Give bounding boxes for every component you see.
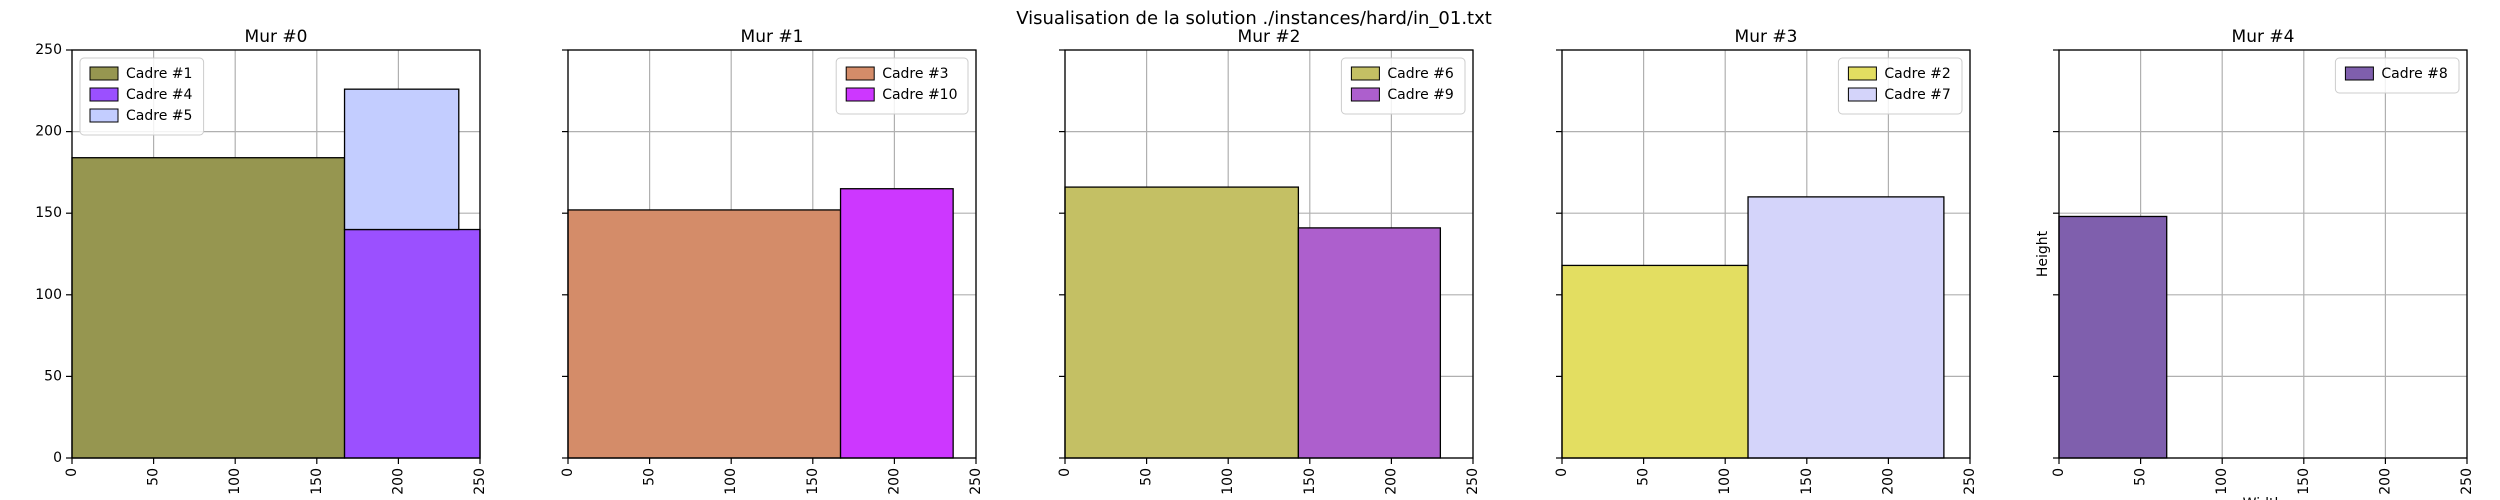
subplot-title: Mur #1 bbox=[741, 27, 804, 47]
legend-label: Cadre #6 bbox=[1387, 66, 1453, 82]
x-tick-label: 100 bbox=[2214, 468, 2230, 495]
subplot-0: Mur #0 0 50 100 150 200 250 0 50 100 150 200 250 Cadr… bbox=[35, 27, 488, 495]
x-tick-label: 250 bbox=[2459, 468, 2475, 495]
figure-title: Visualisation de la solution ./instances… bbox=[1016, 8, 1492, 29]
x-tick-label: 200 bbox=[886, 468, 902, 495]
subplot-2: Mur #2 0 50 100 150 200 250 Cadre #6 Cadre #9 bbox=[1057, 27, 1481, 495]
subplot-3: Mur #3 0 50 100 150 200 250 Cadre #2 Cadre #7 bbox=[1554, 27, 1978, 495]
frame-rect bbox=[839, 188, 954, 459]
subplot-panels: Mur #0 0 50 100 150 200 250 0 50 100 150 200 250 Cadr… bbox=[35, 27, 2475, 500]
legend-swatch bbox=[1847, 87, 1877, 102]
legend-swatch bbox=[89, 87, 119, 102]
x-tick-label: 100 bbox=[723, 468, 739, 495]
x-tick-label: 200 bbox=[390, 468, 406, 495]
legend-label: Cadre #2 bbox=[1884, 66, 1950, 82]
frame-rect bbox=[1064, 186, 1300, 459]
y-tick-label: 250 bbox=[35, 42, 62, 58]
x-tick-label: 50 bbox=[1636, 468, 1652, 486]
x-tick-label: 200 bbox=[1880, 468, 1896, 495]
legend-swatch bbox=[845, 87, 875, 102]
x-tick-label: 50 bbox=[642, 468, 658, 486]
x-tick-label: 0 bbox=[64, 468, 80, 477]
x-tick-label: 200 bbox=[2377, 468, 2393, 495]
axes-frame bbox=[71, 49, 481, 459]
x-tick-label: 250 bbox=[1465, 468, 1481, 495]
axes-frame bbox=[1064, 49, 1474, 459]
x-tick-label: 250 bbox=[1962, 468, 1978, 495]
x-tick-label: 250 bbox=[968, 468, 984, 495]
y-tick-label: 150 bbox=[35, 205, 62, 221]
legend-label: Cadre #3 bbox=[882, 66, 948, 82]
subplot-title: Mur #3 bbox=[1735, 27, 1798, 47]
legend-label: Cadre #1 bbox=[126, 66, 192, 82]
legend-label: Cadre #4 bbox=[126, 87, 192, 103]
y-tick-label: 200 bbox=[35, 124, 62, 140]
frame-rect bbox=[567, 209, 842, 459]
legend: Cadre #8 bbox=[2334, 57, 2460, 94]
legend-swatch bbox=[845, 66, 875, 81]
frame-rect bbox=[1297, 227, 1442, 459]
axes-frame bbox=[1561, 49, 1971, 459]
legend-swatch bbox=[89, 66, 119, 81]
subplot-title: Mur #4 bbox=[2232, 27, 2295, 47]
legend-label: Cadre #10 bbox=[882, 87, 957, 103]
legend-swatch bbox=[89, 108, 119, 123]
axes-frame bbox=[2058, 49, 2468, 459]
frame-rect bbox=[343, 228, 481, 459]
frame-rect bbox=[71, 157, 346, 459]
legend: Cadre #6 Cadre #9 bbox=[1340, 57, 1466, 115]
x-tick-label: 150 bbox=[2296, 468, 2312, 495]
subplot-1: Mur #1 0 50 100 150 200 250 Cadre #3 Cadre #10 bbox=[560, 27, 984, 495]
subplot-title: Mur #0 bbox=[245, 27, 308, 47]
frame-rect bbox=[2058, 215, 2168, 459]
x-axis-label: Width bbox=[2243, 496, 2284, 500]
x-tick-label: 50 bbox=[2133, 468, 2149, 486]
legend: Cadre #2 Cadre #7 bbox=[1837, 57, 1963, 115]
x-tick-label: 150 bbox=[805, 468, 821, 495]
legend-swatch bbox=[2344, 66, 2374, 81]
x-tick-label: 0 bbox=[2051, 468, 2067, 477]
x-tick-label: 100 bbox=[1717, 468, 1733, 495]
legend-label: Cadre #5 bbox=[126, 108, 192, 124]
x-tick-label: 0 bbox=[560, 468, 576, 477]
x-tick-label: 150 bbox=[1799, 468, 1815, 495]
legend-label: Cadre #8 bbox=[2381, 66, 2447, 82]
x-tick-label: 0 bbox=[1554, 468, 1570, 477]
legend: Cadre #3 Cadre #10 bbox=[835, 57, 969, 115]
subplot-4: Mur #4 0 50 100 150 200 250 Height Width Cadre #8 bbox=[2035, 27, 2475, 500]
y-tick-label: 100 bbox=[35, 287, 62, 303]
x-tick-label: 150 bbox=[1302, 468, 1318, 495]
x-tick-label: 50 bbox=[1139, 468, 1155, 486]
x-tick-label: 100 bbox=[1220, 468, 1236, 495]
legend-label: Cadre #9 bbox=[1387, 87, 1453, 103]
frame-rect bbox=[1747, 196, 1945, 459]
legend-label: Cadre #7 bbox=[1884, 87, 1950, 103]
subplot-title: Mur #2 bbox=[1238, 27, 1301, 47]
frame-rect bbox=[343, 88, 460, 231]
legend-swatch bbox=[1350, 87, 1380, 102]
y-tick-label: 50 bbox=[44, 368, 62, 384]
x-tick-label: 50 bbox=[146, 468, 162, 486]
axes-frame bbox=[567, 49, 977, 459]
legend: Cadre #1 Cadre #4 Cadre #5 bbox=[79, 57, 205, 136]
x-tick-label: 200 bbox=[1383, 468, 1399, 495]
y-tick-label: 0 bbox=[53, 450, 62, 466]
legend-swatch bbox=[1350, 66, 1380, 81]
frame-rect bbox=[1561, 264, 1749, 459]
x-tick-label: 150 bbox=[309, 468, 325, 495]
x-tick-label: 250 bbox=[472, 468, 488, 495]
x-tick-label: 0 bbox=[1057, 468, 1073, 477]
legend-swatch bbox=[1847, 66, 1877, 81]
y-axis-label: Height bbox=[2035, 230, 2051, 277]
x-tick-label: 100 bbox=[227, 468, 243, 495]
